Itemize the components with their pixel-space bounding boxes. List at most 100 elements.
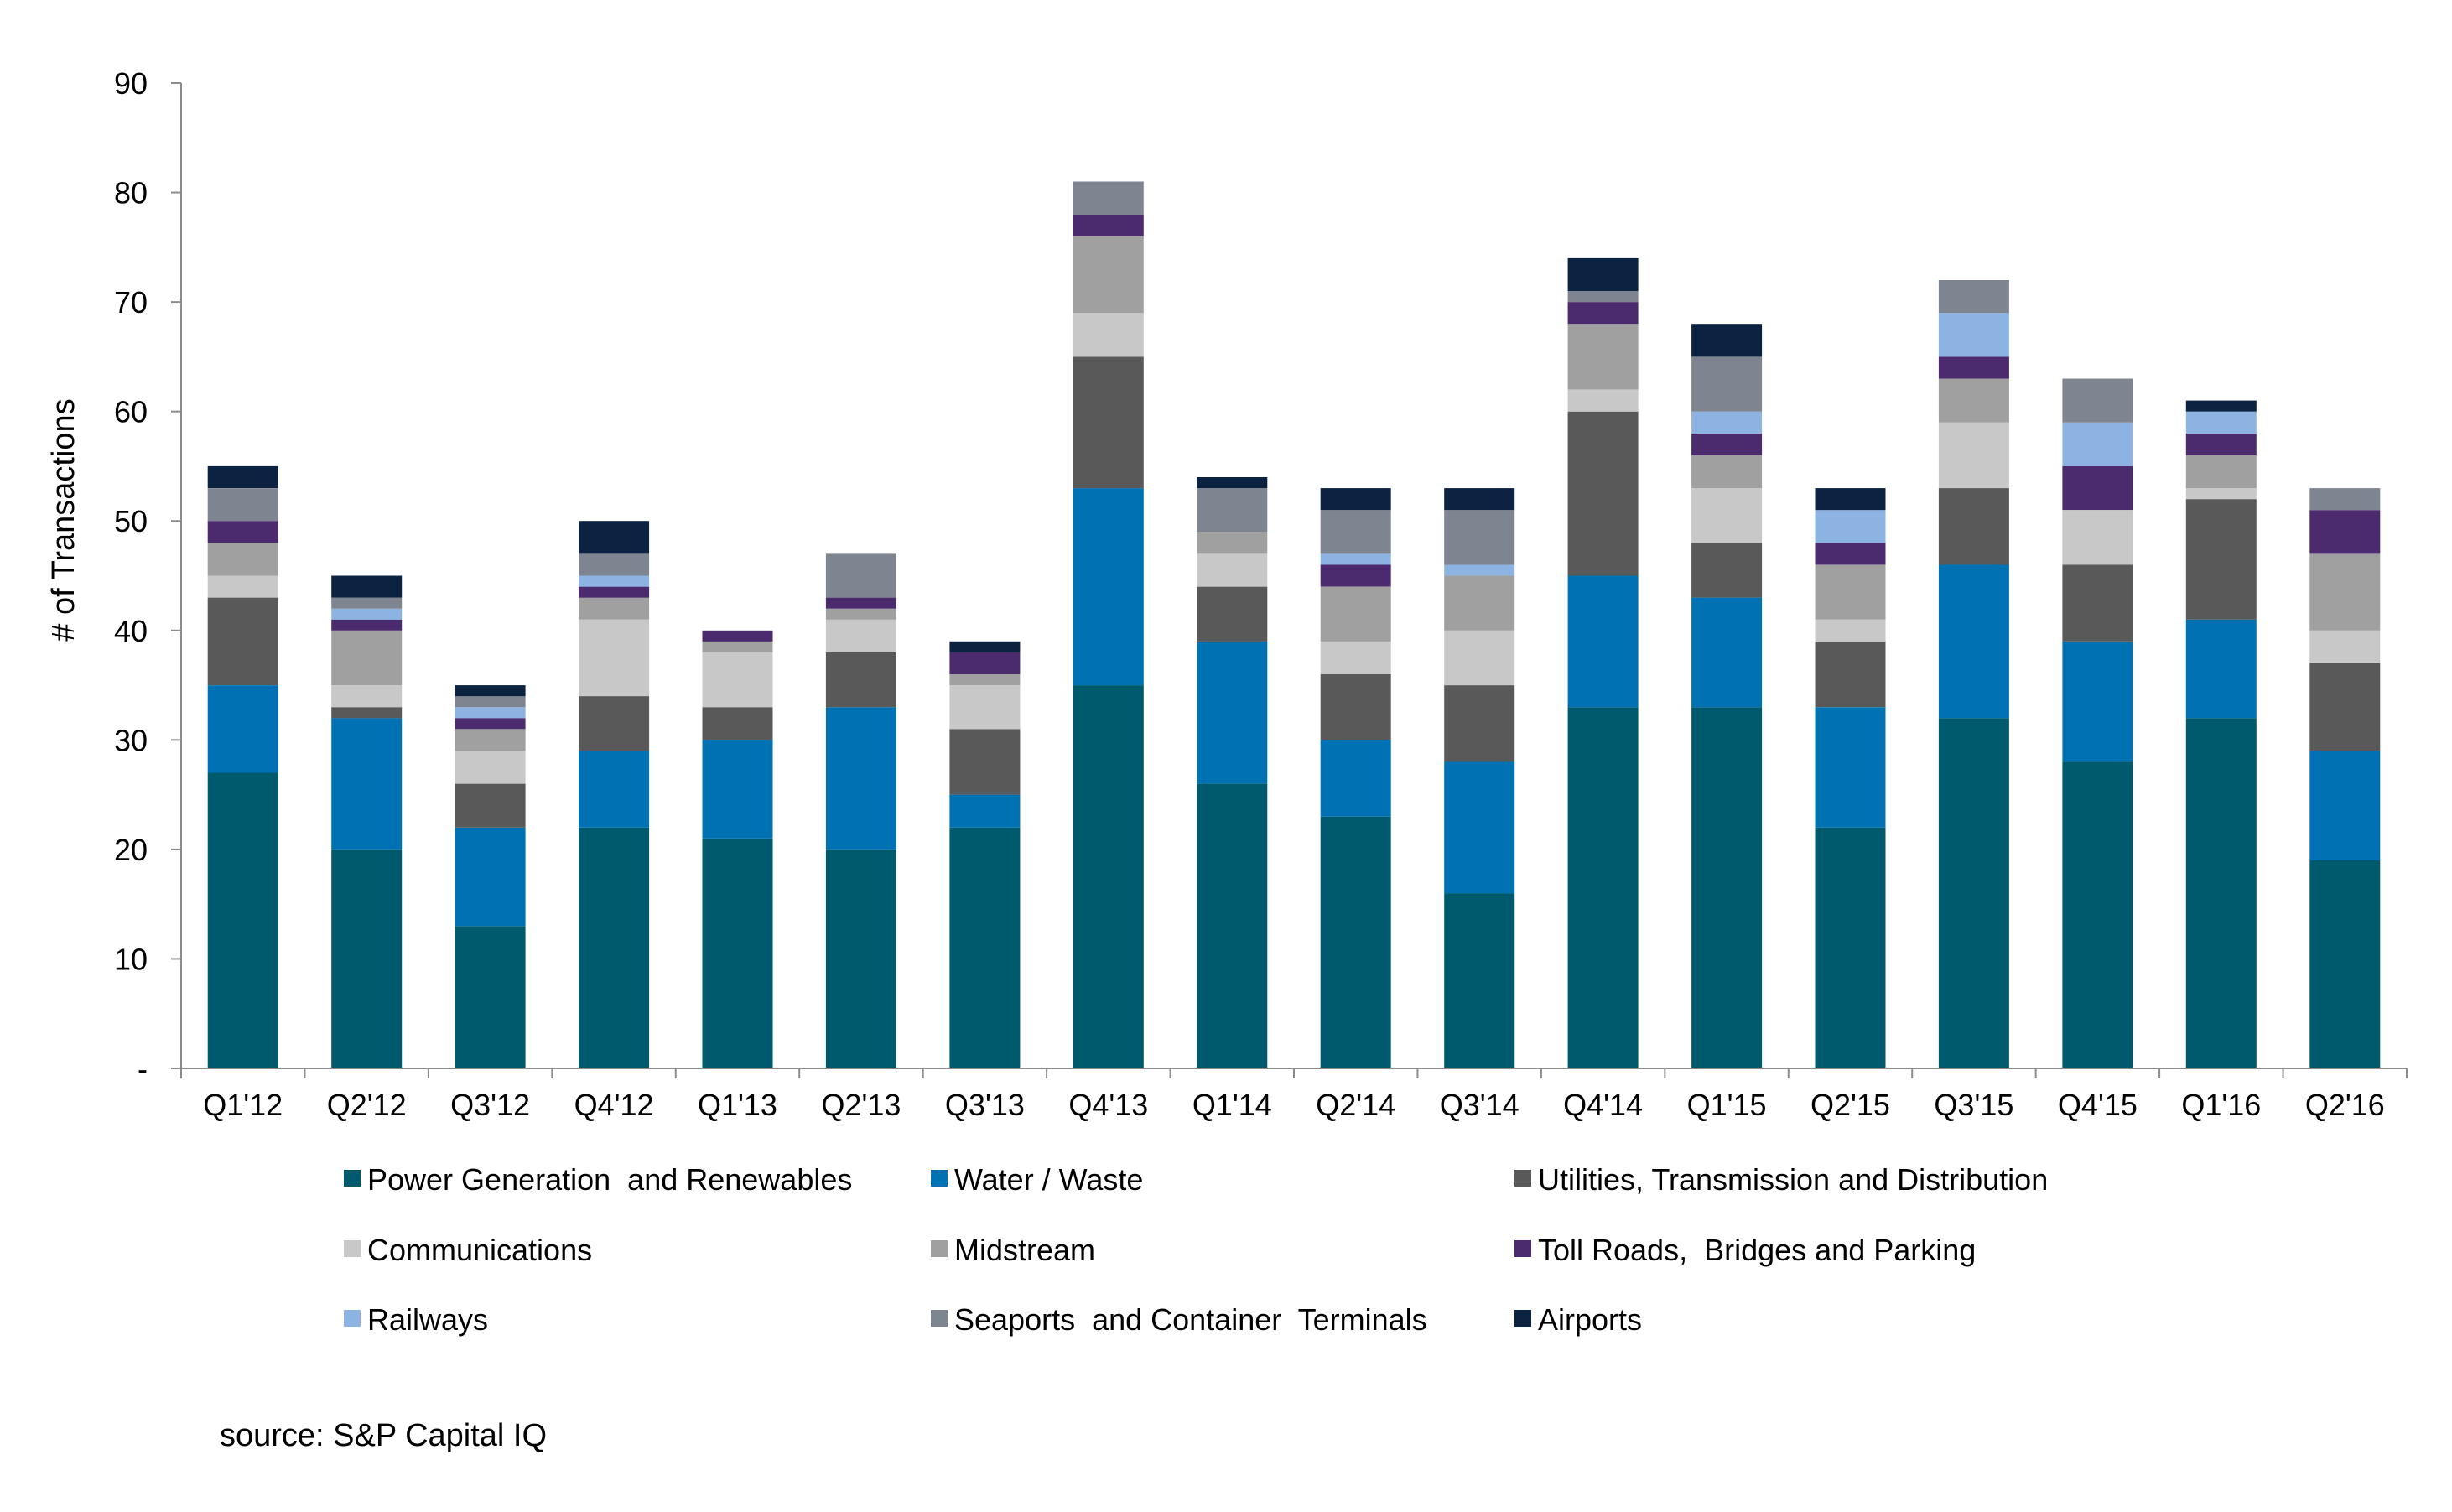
bar-segment-7-0 — [1073, 685, 1144, 1068]
bar-segment-12-0 — [1691, 707, 1763, 1068]
bar-segment-5-3 — [825, 619, 896, 652]
legend-swatch — [931, 1240, 948, 1257]
bar-segment-4-0 — [702, 838, 773, 1068]
bar-segment-2-7 — [455, 696, 526, 708]
axis-labels: Q1'12 Q2'12 Q3'12 Q4'12 Q1'13 Q2'13 Q3'13 Q4'13… — [114, 66, 2385, 1122]
bar-segment-6-4 — [949, 674, 1021, 686]
bar-segment-12-1 — [1691, 597, 1763, 708]
legend-swatch — [1514, 1240, 1531, 1257]
bar-segment-3-1 — [579, 751, 650, 828]
bar-segment-10-4 — [1444, 575, 1515, 631]
bar-segment-16-3 — [2185, 488, 2257, 500]
bars-layer — [207, 181, 2381, 1068]
x-tick-label: Q3'13 — [945, 1088, 1025, 1122]
bar-segment-2-5 — [455, 718, 526, 730]
bar-segment-8-2 — [1197, 586, 1268, 642]
bar-segment-5-0 — [825, 849, 896, 1068]
bar-segment-7-1 — [1073, 488, 1144, 686]
y-tick-label: 90 — [114, 66, 148, 101]
bar-segment-16-5 — [2185, 433, 2257, 455]
source-note: source: S&P Capital IQ — [220, 1418, 547, 1453]
bar-segment-2-2 — [455, 783, 526, 828]
legend-label: Power Generation and Renewables — [367, 1162, 852, 1197]
bar-segment-1-7 — [331, 597, 403, 609]
bar-segment-13-2 — [1815, 641, 1886, 708]
bar-segment-14-4 — [1938, 378, 2009, 423]
bar-segment-10-2 — [1444, 685, 1515, 762]
bar-segment-14-2 — [1938, 488, 2009, 565]
x-tick-label: Q4'14 — [1563, 1088, 1643, 1122]
bar-segment-16-6 — [2185, 411, 2257, 434]
bar-segment-14-7 — [1938, 280, 2009, 314]
bar-segment-4-2 — [702, 707, 773, 740]
bar-segment-12-4 — [1691, 455, 1763, 489]
bar-segment-9-6 — [1320, 553, 1391, 565]
bar-segment-11-2 — [1567, 411, 1639, 576]
legend-swatch — [1514, 1170, 1531, 1187]
bar-segment-2-8 — [455, 685, 526, 697]
y-tick-label: 60 — [114, 395, 148, 429]
bar-segment-3-8 — [579, 521, 650, 554]
bar-segment-14-0 — [1938, 718, 2009, 1068]
legend-item: Water / Waste — [931, 1162, 1143, 1197]
bar-segment-0-7 — [207, 488, 278, 522]
bar-segment-17-1 — [2309, 751, 2381, 860]
bar-segment-9-3 — [1320, 641, 1391, 674]
legend-item: Utilities, Transmission and Distribution — [1514, 1162, 2048, 1197]
bar-segment-2-1 — [455, 827, 526, 927]
bar-segment-15-7 — [2062, 378, 2133, 423]
bar-segment-4-5 — [702, 630, 773, 642]
bar-segment-10-6 — [1444, 564, 1515, 576]
bar-segment-6-2 — [949, 729, 1021, 795]
bar-segment-11-5 — [1567, 302, 1639, 325]
bar-segment-3-2 — [579, 696, 650, 751]
bar-segment-3-3 — [579, 619, 650, 697]
bar-segment-11-3 — [1567, 389, 1639, 412]
bar-segment-14-5 — [1938, 356, 2009, 379]
y-tick-label: 30 — [114, 723, 148, 757]
x-tick-label: Q1'14 — [1192, 1088, 1272, 1122]
bar-segment-15-6 — [2062, 422, 2133, 466]
bar-segment-17-2 — [2309, 662, 2381, 751]
x-tick-label: Q1'12 — [203, 1088, 283, 1122]
bar-segment-3-0 — [579, 827, 650, 1068]
bar-segment-6-1 — [949, 794, 1021, 828]
legend-label: Communications — [367, 1233, 592, 1267]
bar-segment-9-5 — [1320, 564, 1391, 587]
bar-segment-8-3 — [1197, 553, 1268, 587]
bar-segment-3-5 — [579, 586, 650, 598]
bar-segment-4-3 — [702, 652, 773, 708]
bar-segment-5-5 — [825, 597, 896, 609]
bar-segment-0-4 — [207, 543, 278, 576]
bar-segment-12-8 — [1691, 324, 1763, 357]
x-tick-label: Q1'15 — [1687, 1088, 1767, 1122]
axes — [171, 82, 2408, 1078]
legend-item: Seaports and Container Terminals — [931, 1302, 1427, 1337]
bar-segment-11-1 — [1567, 575, 1639, 708]
x-tick-label: Q4'12 — [574, 1088, 654, 1122]
legend-item: Power Generation and Renewables — [344, 1162, 852, 1197]
x-tick-label: Q1'16 — [2181, 1088, 2261, 1122]
bar-segment-8-7 — [1197, 488, 1268, 533]
y-tick-label: 20 — [114, 833, 148, 867]
bar-segment-5-7 — [825, 553, 896, 598]
bar-segment-14-1 — [1938, 564, 2009, 719]
bar-segment-2-3 — [455, 751, 526, 784]
bar-segment-16-0 — [2185, 718, 2257, 1068]
bar-segment-15-5 — [2062, 465, 2133, 511]
bar-segment-3-7 — [579, 553, 650, 576]
bar-segment-1-0 — [331, 849, 403, 1068]
x-tick-label: Q3'14 — [1440, 1088, 1520, 1122]
bar-segment-14-3 — [1938, 422, 2009, 488]
bar-segment-7-2 — [1073, 356, 1144, 489]
bar-segment-13-5 — [1815, 543, 1886, 565]
legend-item: Communications — [344, 1233, 592, 1267]
legend-item: Airports — [1514, 1302, 1642, 1337]
legend-label: Toll Roads, Bridges and Parking — [1538, 1233, 1976, 1267]
y-tick-label: - — [138, 1052, 148, 1086]
bar-segment-8-1 — [1197, 641, 1268, 784]
bar-segment-10-0 — [1444, 893, 1515, 1068]
bar-segment-15-1 — [2062, 641, 2133, 762]
bar-segment-2-4 — [455, 729, 526, 751]
bar-segment-13-8 — [1815, 488, 1886, 511]
